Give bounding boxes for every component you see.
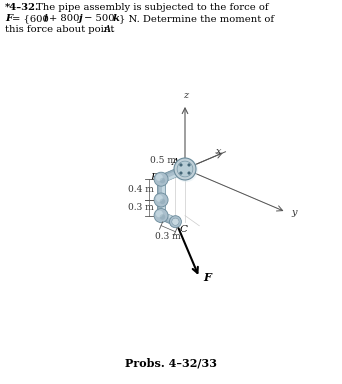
Circle shape [156, 195, 163, 202]
Text: i: i [44, 14, 48, 23]
Polygon shape [162, 179, 165, 200]
Text: 0.3 m: 0.3 m [155, 232, 181, 241]
Polygon shape [161, 170, 187, 183]
Circle shape [169, 216, 182, 228]
Text: The pipe assembly is subjected to the force of: The pipe assembly is subjected to the fo… [36, 3, 268, 12]
Circle shape [177, 161, 193, 177]
Text: *4–32.: *4–32. [5, 3, 39, 12]
Polygon shape [157, 200, 165, 215]
Text: x: x [216, 147, 222, 156]
Circle shape [154, 209, 168, 223]
Text: C: C [180, 225, 187, 234]
Circle shape [154, 193, 168, 207]
Polygon shape [157, 179, 165, 200]
Circle shape [160, 199, 165, 204]
Polygon shape [159, 212, 177, 225]
Polygon shape [157, 179, 159, 200]
Text: this force about point: this force about point [5, 25, 118, 34]
Text: B: B [150, 173, 158, 182]
Text: + 800: + 800 [49, 14, 79, 23]
Circle shape [156, 210, 163, 217]
Text: Probs. 4–32/33: Probs. 4–32/33 [125, 357, 217, 368]
Polygon shape [161, 212, 177, 220]
Circle shape [154, 172, 168, 186]
Text: .: . [110, 25, 113, 34]
Circle shape [160, 178, 165, 184]
Text: k: k [113, 14, 120, 23]
Text: } N. Determine the moment of: } N. Determine the moment of [119, 14, 274, 23]
Text: 0.4 m: 0.4 m [128, 185, 154, 194]
Circle shape [179, 163, 183, 167]
Polygon shape [157, 200, 159, 215]
Polygon shape [159, 166, 187, 183]
Text: 0.3 m: 0.3 m [128, 203, 154, 212]
Polygon shape [159, 166, 184, 177]
Text: F: F [5, 14, 12, 23]
Circle shape [172, 218, 179, 225]
Circle shape [187, 171, 190, 175]
Circle shape [160, 214, 165, 220]
Text: = {600: = {600 [12, 14, 49, 23]
Circle shape [174, 158, 196, 180]
Text: 0.5 m: 0.5 m [150, 156, 176, 165]
Circle shape [156, 174, 163, 181]
Circle shape [179, 171, 183, 175]
Polygon shape [162, 200, 165, 215]
Polygon shape [159, 217, 175, 225]
Text: A: A [104, 25, 111, 34]
Text: F: F [203, 272, 211, 283]
Circle shape [187, 163, 190, 167]
Text: z: z [183, 91, 188, 100]
Text: y: y [291, 208, 297, 217]
Text: A: A [171, 158, 179, 167]
Text: − 500: − 500 [84, 14, 115, 23]
Circle shape [174, 158, 198, 182]
Text: j: j [79, 14, 83, 23]
